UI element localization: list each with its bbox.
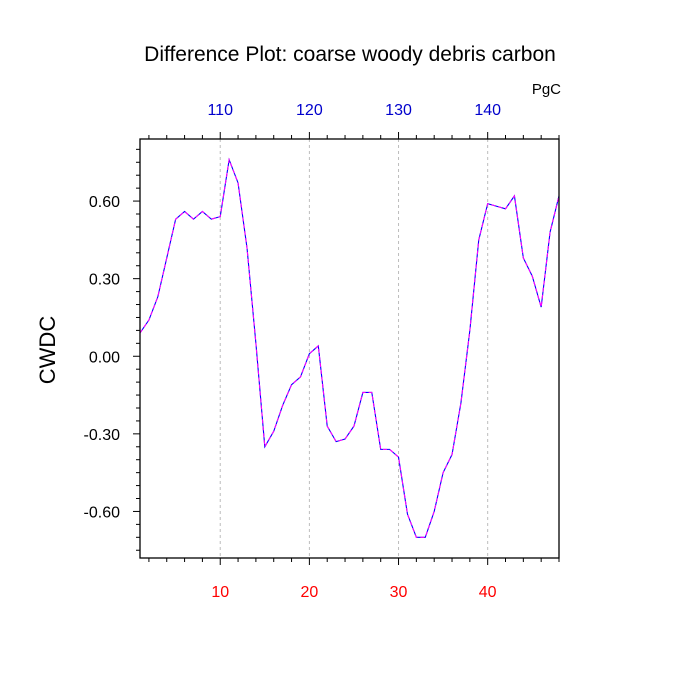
y-axis-label: CWDC: [35, 316, 60, 385]
chart-title: Difference Plot: coarse woody debris car…: [144, 43, 556, 66]
x-bottom-tick-label: 10: [211, 584, 229, 601]
x-top-tick-label: 110: [207, 102, 233, 119]
series-line-solid: [139, 157, 560, 538]
x-top-tick-label: 130: [385, 102, 412, 119]
tick-labels: 0.60 0.30 0.00 -0.30 -0.60 10 20 30 40 110 120 130 1…: [84, 102, 502, 601]
y-tick-label: 0.30: [89, 272, 120, 289]
y-tick-label: -0.60: [84, 504, 121, 521]
unit-label: PgC: [532, 81, 561, 98]
x-top-tick-label: 120: [296, 102, 323, 119]
x-bottom-tick-label: 30: [390, 584, 408, 601]
series-line-dashed: [139, 157, 560, 538]
series-line: [139, 157, 560, 538]
y-tick-label: 0.00: [89, 349, 120, 366]
x-bottom-tick-label: 40: [479, 584, 497, 601]
y-tick-label: -0.30: [84, 427, 121, 444]
x-top-tick-label: 140: [474, 102, 501, 119]
grid-lines: [219, 139, 489, 558]
x-bottom-tick-label: 20: [300, 584, 318, 601]
plot-frame: [139, 138, 560, 559]
axis-ticks: [133, 132, 560, 565]
y-tick-label: 0.60: [89, 194, 120, 211]
